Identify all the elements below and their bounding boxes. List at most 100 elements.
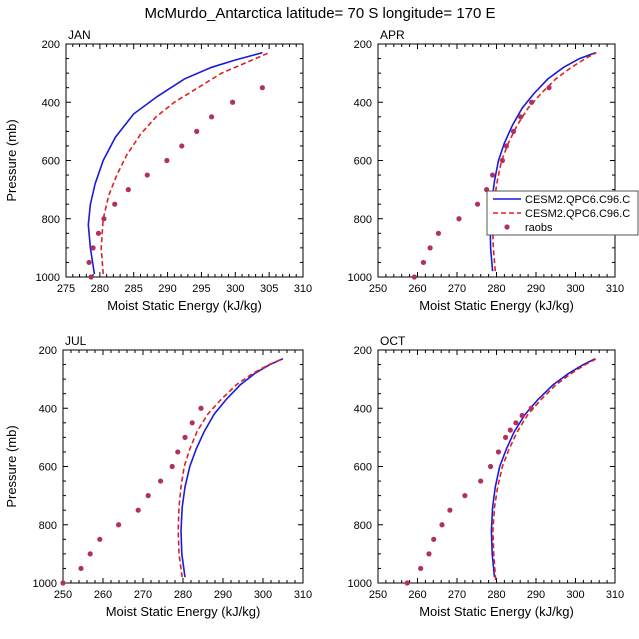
raobs-point: [487, 463, 494, 470]
x-axis-title: Moist Static Energy (kJ/kg): [419, 298, 574, 313]
x-tick-label: 300: [254, 589, 272, 601]
x-tick-label: 290: [158, 283, 176, 295]
raobs-point: [411, 274, 417, 280]
raobs-point: [189, 420, 195, 426]
raobs-point: [503, 143, 509, 149]
y-tick-label: 600: [39, 462, 57, 474]
x-tick-label: 250: [369, 283, 387, 295]
legend-label: CESM2.QPC6.C96.C: [525, 194, 630, 206]
y-tick-label: 600: [354, 156, 372, 168]
x-tick-label: 300: [566, 589, 584, 601]
raobs-point: [517, 114, 524, 120]
y-tick-label: 200: [39, 345, 57, 357]
y-tick-label: 1000: [348, 578, 372, 590]
raobs-point: [90, 245, 96, 251]
raobs-point: [510, 128, 517, 134]
x-tick-label: 305: [260, 283, 278, 295]
y-tick-label: 200: [354, 39, 372, 51]
raobs-point: [169, 463, 175, 470]
raobs-point: [87, 551, 93, 557]
x-tick-label: 275: [57, 283, 75, 295]
raobs-point: [259, 85, 265, 91]
y-axis-title: Pressure (mb): [4, 425, 19, 507]
x-tick-label: 250: [54, 589, 72, 601]
plot-frame: [377, 43, 616, 278]
raobs-point: [198, 405, 204, 411]
x-tick-label: 260: [94, 589, 112, 601]
panel-title: JUL: [65, 334, 87, 348]
y-tick-label: 600: [42, 156, 60, 168]
raobs-point: [528, 405, 534, 411]
raobs-point: [426, 551, 432, 557]
x-tick-label: 280: [487, 283, 505, 295]
raobs-point: [179, 143, 185, 149]
x-tick-label: 280: [174, 589, 192, 601]
raobs-point: [101, 216, 107, 222]
plot-frame: [377, 349, 616, 584]
x-tick-label: 270: [448, 589, 466, 601]
raobs-point: [456, 216, 462, 222]
raobs-point: [97, 536, 103, 542]
x-tick-label: 260: [408, 283, 426, 295]
model-line-solid: [489, 51, 596, 272]
raobs-point: [60, 580, 66, 586]
panel-title: APR: [380, 28, 405, 42]
model-line-dashed: [492, 357, 597, 581]
raobs-point: [86, 259, 92, 266]
raobs-point: [427, 245, 433, 251]
raobs-point: [78, 565, 84, 572]
model-line-dashed: [177, 357, 284, 578]
x-tick-label: 280: [91, 283, 109, 295]
y-tick-label: 800: [42, 214, 60, 226]
raobs-point: [164, 157, 170, 164]
raobs-point: [489, 172, 496, 178]
raobs-point: [144, 172, 150, 178]
raobs-point: [431, 536, 437, 542]
raobs-point: [88, 274, 94, 280]
raobs-point: [158, 478, 164, 484]
x-tick-label: 310: [606, 283, 624, 295]
x-tick-label: 300: [226, 283, 244, 295]
panels-group: JAN 275 280 285 290 295 300 305 310 200 400 600 800 1…: [4, 28, 624, 619]
x-tick-label: 295: [192, 283, 210, 295]
y-tick-label: 200: [42, 39, 60, 51]
raobs-point: [404, 580, 410, 586]
y-axis-title: Pressure (mb): [4, 119, 19, 201]
raobs-point: [513, 420, 519, 426]
x-tick-label: 290: [214, 589, 232, 601]
legend-label: CESM2.QPC6.C96.C: [525, 208, 630, 220]
raobs-point: [499, 157, 506, 164]
y-tick-label: 800: [354, 214, 372, 226]
x-tick-label: 250: [369, 589, 387, 601]
x-tick-label: 300: [566, 283, 584, 295]
raobs-point: [418, 565, 424, 572]
x-tick-label: 310: [294, 589, 312, 601]
raobs-point: [229, 99, 236, 105]
raobs-point: [175, 449, 181, 455]
raobs-point: [478, 478, 484, 484]
legend-label: raobs: [525, 222, 553, 234]
y-tick-label: 400: [39, 403, 57, 415]
y-tick-label: 1000: [33, 578, 57, 590]
raobs-point: [462, 493, 468, 499]
model-line-solid: [180, 357, 284, 578]
panel-title: OCT: [380, 334, 406, 348]
x-tick-label: 285: [125, 283, 143, 295]
panel-jan: JAN 275 280 285 290 295 300 305 310 200 400 600 800 1…: [4, 28, 312, 313]
raobs-point: [507, 427, 513, 433]
x-tick-label: 270: [134, 589, 152, 601]
y-tick-label: 1000: [348, 272, 372, 284]
raobs-point: [194, 128, 200, 134]
model-line-dashed: [100, 51, 270, 275]
legend-marker: [504, 224, 510, 230]
raobs-point: [447, 507, 453, 513]
y-tick-label: 200: [354, 345, 372, 357]
x-tick-label: 290: [527, 283, 545, 295]
raobs-point: [112, 201, 118, 207]
raobs-point: [495, 449, 502, 455]
x-axis-title: Moist Static Energy (kJ/kg): [107, 298, 262, 313]
raobs-point: [420, 259, 427, 266]
y-tick-label: 1000: [36, 272, 60, 284]
x-tick-label: 270: [448, 283, 466, 295]
